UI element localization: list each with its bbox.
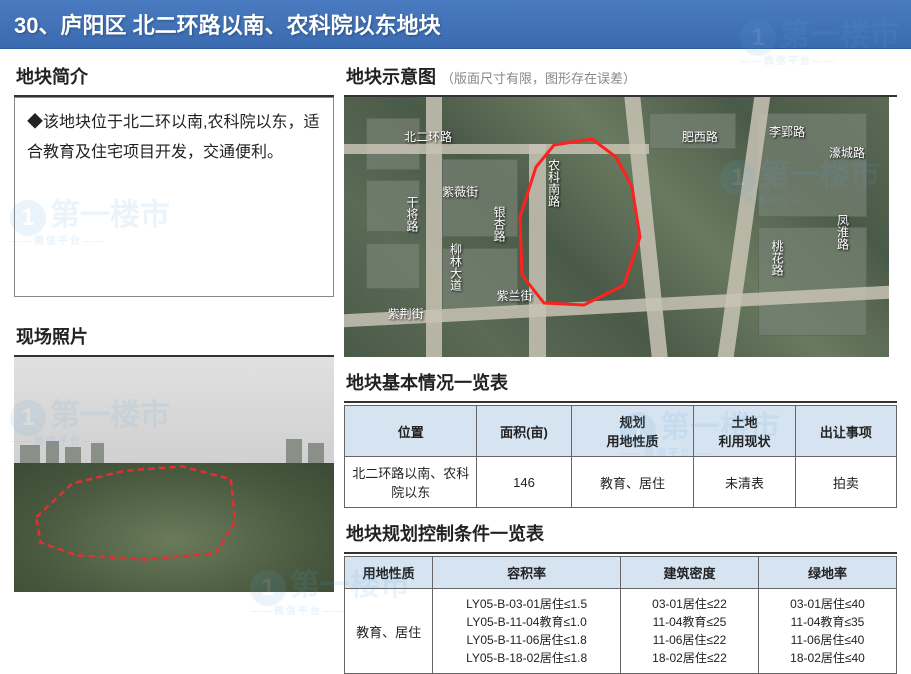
col-far: 容积率 xyxy=(433,557,621,589)
table-row: 教育、居住 LY05-B-03-01居住≤1.5 LY05-B-11-04教育≤… xyxy=(345,589,897,674)
cell-density: 03-01居住≤22 11-04教育≤25 11-06居住≤22 18-02居住… xyxy=(620,589,758,674)
cell-landuse2: 教育、居住 xyxy=(345,589,433,674)
map-road-label: 农科南路 xyxy=(546,159,563,207)
map-road-label: 紫兰街 xyxy=(497,287,533,304)
control-table-section: 地块规划控制条件一览表 用地性质 容积率 建筑密度 绿地率 教育、居住 LY05… xyxy=(344,516,897,674)
photo-section: 现场照片 xyxy=(14,319,334,592)
control-table-heading: 地块规划控制条件一览表 xyxy=(344,516,897,554)
page-title-bar: 30、庐阳区 北二环路以南、农科院以东地块 xyxy=(0,0,911,49)
table-header-row: 用地性质 容积率 建筑密度 绿地率 xyxy=(345,557,897,589)
map-road-label: 北二环路 xyxy=(404,128,452,145)
site-photo xyxy=(14,357,334,592)
cell-transfer: 拍卖 xyxy=(795,457,896,508)
map-road-label: 紫荆街 xyxy=(388,305,424,322)
right-column: 地块示意图 （版面尺寸有限，图形存在误差） xyxy=(344,59,897,674)
col-landuse2: 用地性质 xyxy=(345,557,433,589)
map-road-label: 凤淮路 xyxy=(835,214,852,250)
table-row: 北二环路以南、农科院以东 146 教育、居住 未清表 拍卖 xyxy=(345,457,897,508)
map-heading: 地块示意图 xyxy=(346,67,436,87)
content-wrapper: 地块简介 ◆该地块位于北二环以南,农科院以东，适合教育及住宅项目开发，交通便利。… xyxy=(0,49,911,674)
cell-far: LY05-B-03-01居住≤1.5 LY05-B-11-04教育≤1.0 LY… xyxy=(433,589,621,674)
map-road-label: 柳林大道 xyxy=(448,243,465,291)
col-green: 绿地率 xyxy=(758,557,896,589)
photo-parcel-outline xyxy=(30,458,242,564)
map-road-label: 干将路 xyxy=(404,196,421,232)
control-conditions-table: 用地性质 容积率 建筑密度 绿地率 教育、居住 LY05-B-03-01居住≤1… xyxy=(344,556,897,674)
map-heading-note: （版面尺寸有限，图形存在误差） xyxy=(441,71,636,86)
map-road-label: 桃花路 xyxy=(769,240,786,276)
page-title: 30、庐阳区 北二环路以南、农科院以东地块 xyxy=(14,13,441,38)
map-road-label: 濠城路 xyxy=(829,144,865,161)
intro-heading: 地块简介 xyxy=(14,59,334,97)
intro-text: ◆该地块位于北二环以南,农科院以东，适合教育及住宅项目开发，交通便利。 xyxy=(14,97,334,297)
cell-status: 未清表 xyxy=(694,457,795,508)
table-header-row: 位置 面积(亩) 规划 用地性质 土地 利用现状 出让事项 xyxy=(345,406,897,457)
map-road-label: 肥西路 xyxy=(682,128,718,145)
col-transfer: 出让事项 xyxy=(795,406,896,457)
basic-info-table: 位置 面积(亩) 规划 用地性质 土地 利用现状 出让事项 北二环路以南、农科院… xyxy=(344,405,897,508)
photo-heading: 现场照片 xyxy=(14,319,334,357)
col-area: 面积(亩) xyxy=(477,406,571,457)
col-location: 位置 xyxy=(345,406,477,457)
col-density: 建筑密度 xyxy=(620,557,758,589)
cell-area: 146 xyxy=(477,457,571,508)
cell-location: 北二环路以南、农科院以东 xyxy=(345,457,477,508)
map-road-label: 紫薇街 xyxy=(442,183,478,200)
cell-green: 03-01居住≤40 11-04教育≤35 11-06居住≤40 18-02居住… xyxy=(758,589,896,674)
map-heading-row: 地块示意图 （版面尺寸有限，图形存在误差） xyxy=(344,59,897,97)
map-road-label: 银杏路 xyxy=(491,206,508,242)
satellite-map: 北二环路 农科南路 紫薇街 银杏路 紫兰街 紫荆街 柳林大道 干将路 肥西路 李… xyxy=(344,97,889,357)
col-status: 土地 利用现状 xyxy=(694,406,795,457)
basic-table-heading: 地块基本情况一览表 xyxy=(344,365,897,403)
cell-landuse: 教育、居住 xyxy=(571,457,694,508)
map-road-label: 李郢路 xyxy=(769,123,805,140)
left-column: 地块简介 ◆该地块位于北二环以南,农科院以东，适合教育及住宅项目开发，交通便利。… xyxy=(14,59,334,674)
col-landuse: 规划 用地性质 xyxy=(571,406,694,457)
basic-table-section: 地块基本情况一览表 位置 面积(亩) 规划 用地性质 土地 利用现状 出让事项 … xyxy=(344,365,897,508)
